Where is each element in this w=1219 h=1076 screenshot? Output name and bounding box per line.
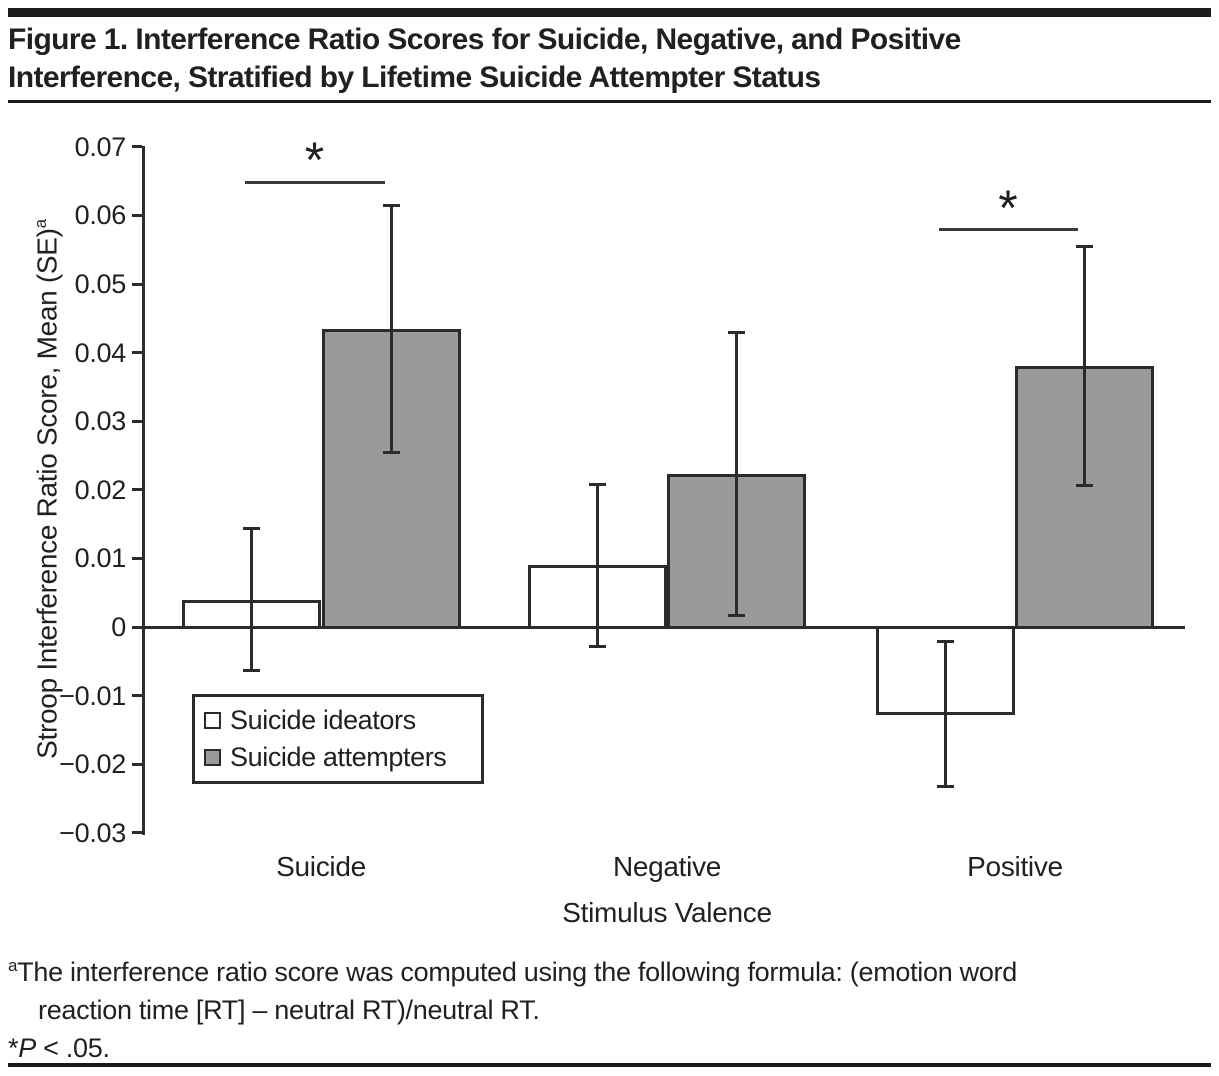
legend-item-attempters: Suicide attempters [204,742,472,773]
footnote-line2: reaction time [RT] – neutral RT)/neutral… [38,995,540,1025]
significance-asterisk-suicide: * [304,132,325,189]
y-axis-tick-0 [132,145,142,149]
significance-line-suicide [244,180,385,184]
x-category-suicide: Suicide [276,851,366,882]
y-axis-tick-label-4: 0.03 [74,406,127,437]
pnote-rest: < .05. [35,1033,110,1063]
y-axis-tick-label-7: 0 [111,612,126,642]
footnote: aThe interference ratio score was comput… [8,947,1211,1067]
legend-label-ideators: Suicide ideators [230,705,416,735]
error-cap-bottom-attempters-positive [1076,484,1093,488]
footnote-pnote: *P < .05. [8,1029,1211,1067]
significance-asterisk-positive: * [998,179,1018,236]
error-bar-ideators-suicide [250,528,253,671]
y-axis-tick-6 [132,556,142,560]
y-axis-tick-label-3: 0.04 [74,337,127,368]
y-axis-tick-label-2: 0.05 [74,269,127,299]
figure-title-line1: Figure 1. Interference Ratio Scores for … [8,23,961,56]
error-cap-bottom-ideators-positive [937,785,954,789]
error-cap-top-ideators-positive [937,639,954,643]
figure-title-line2: Interference, Stratified by Lifetime Sui… [8,61,821,94]
y-axis-tick-10 [132,831,142,835]
y-axis-tick-7 [132,625,142,629]
legend-label-attempters: Suicide attempters [230,742,447,772]
error-cap-top-attempters-suicide [383,203,400,207]
error-bar-attempters-suicide [390,205,393,453]
y-axis-tick-3 [132,351,142,355]
error-bar-ideators-positive [944,641,947,787]
legend: Suicide ideators Suicide attempters [192,694,484,784]
footnote-line1: aThe interference ratio score was comput… [8,947,1211,991]
error-bar-ideators-negative [596,484,599,647]
y-axis-tick-label-10: −0.03 [59,817,126,848]
error-bar-attempters-positive [1083,246,1086,486]
x-category-positive: Positive [967,851,1063,882]
y-axis-tick-label-1: 0.06 [74,200,127,231]
y-axis-tick-2 [132,282,142,286]
error-cap-top-ideators-negative [589,482,606,486]
figure-title: Figure 1. Interference Ratio Scores for … [8,21,1211,97]
error-cap-top-attempters-positive [1076,245,1093,249]
error-cap-bottom-attempters-negative [728,613,745,617]
error-cap-bottom-ideators-negative [589,644,606,648]
title-rule [8,100,1211,103]
y-axis-line [142,145,145,835]
y-axis-tick-5 [132,488,142,492]
pnote-asterisk: * [8,1033,19,1063]
error-cap-top-ideators-suicide [243,526,260,530]
error-cap-top-attempters-negative [728,331,745,335]
y-axis-tick-label-6: 0.01 [74,543,127,574]
y-axis-tick-label-8: −0.01 [59,680,126,711]
legend-item-ideators: Suicide ideators [204,705,472,736]
y-axis-tick-label-0: 0.07 [74,131,127,162]
error-bar-attempters-negative [735,332,738,616]
top-rule [8,8,1211,17]
footnote-superscript-a: a [8,956,18,975]
y-axis-tick-label-5: 0.02 [74,474,127,505]
x-axis-baseline [142,625,1185,629]
y-axis-tick-8 [132,694,142,698]
y-axis-tick-9 [132,762,142,766]
y-axis-tick-4 [132,419,142,423]
legend-swatch-ideators [204,712,221,729]
x-axis-title: Stimulus Valence [562,897,772,928]
bottom-rule [8,1063,1211,1067]
error-cap-bottom-ideators-suicide [243,669,260,673]
y-axis-tick-1 [132,213,142,217]
legend-swatch-attempters [204,749,221,766]
error-cap-bottom-attempters-suicide [383,450,400,454]
significance-line-positive [938,228,1078,232]
pnote-p-italic: P [18,1033,36,1063]
footnote-line1-text: The interference ratio score was compute… [17,957,1017,987]
y-axis-tick-label-9: −0.02 [59,749,126,780]
x-category-negative: Negative [612,851,722,882]
